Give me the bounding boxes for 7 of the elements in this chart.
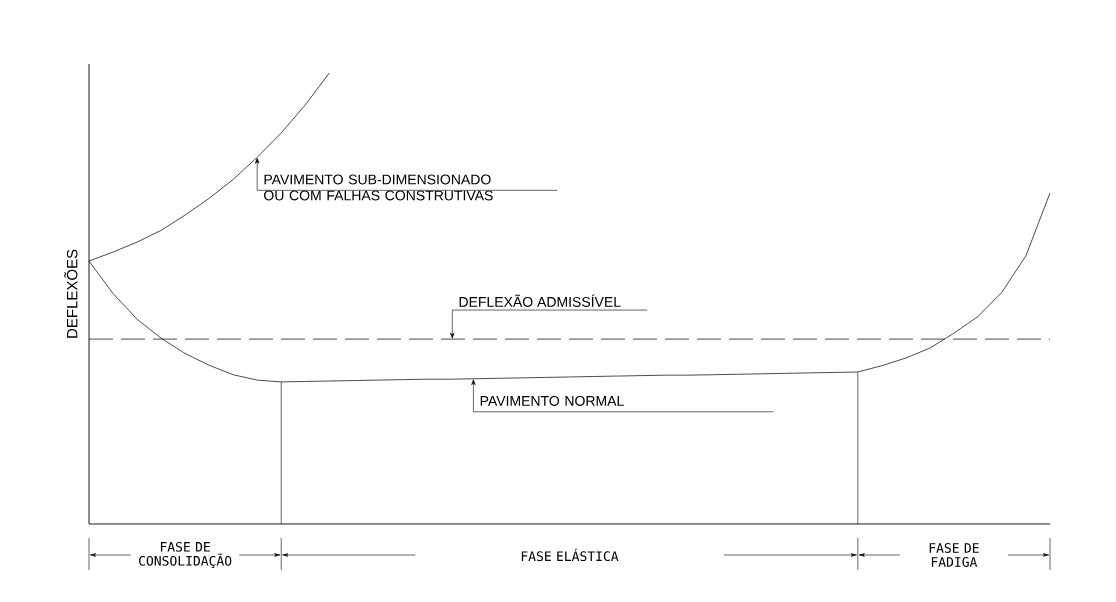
annotation: PAVIMENTO SUB-DIMENSIONADO OU COM FALHAS CONSTRUTIVAS	[264, 174, 493, 201]
ref-line-label: DEFLEXÃO ADMISSÍVEL	[459, 294, 621, 307]
annotation: PAVIMENTO NORMAL	[480, 395, 624, 406]
y-axis-title: DEFLEXÕES	[64, 249, 78, 338]
text: FASE ELÁSTICA	[521, 548, 619, 562]
text: FASE DE FADIGA	[929, 543, 979, 567]
text: FASE DE CONSOLIDAÇÃO	[139, 541, 232, 569]
